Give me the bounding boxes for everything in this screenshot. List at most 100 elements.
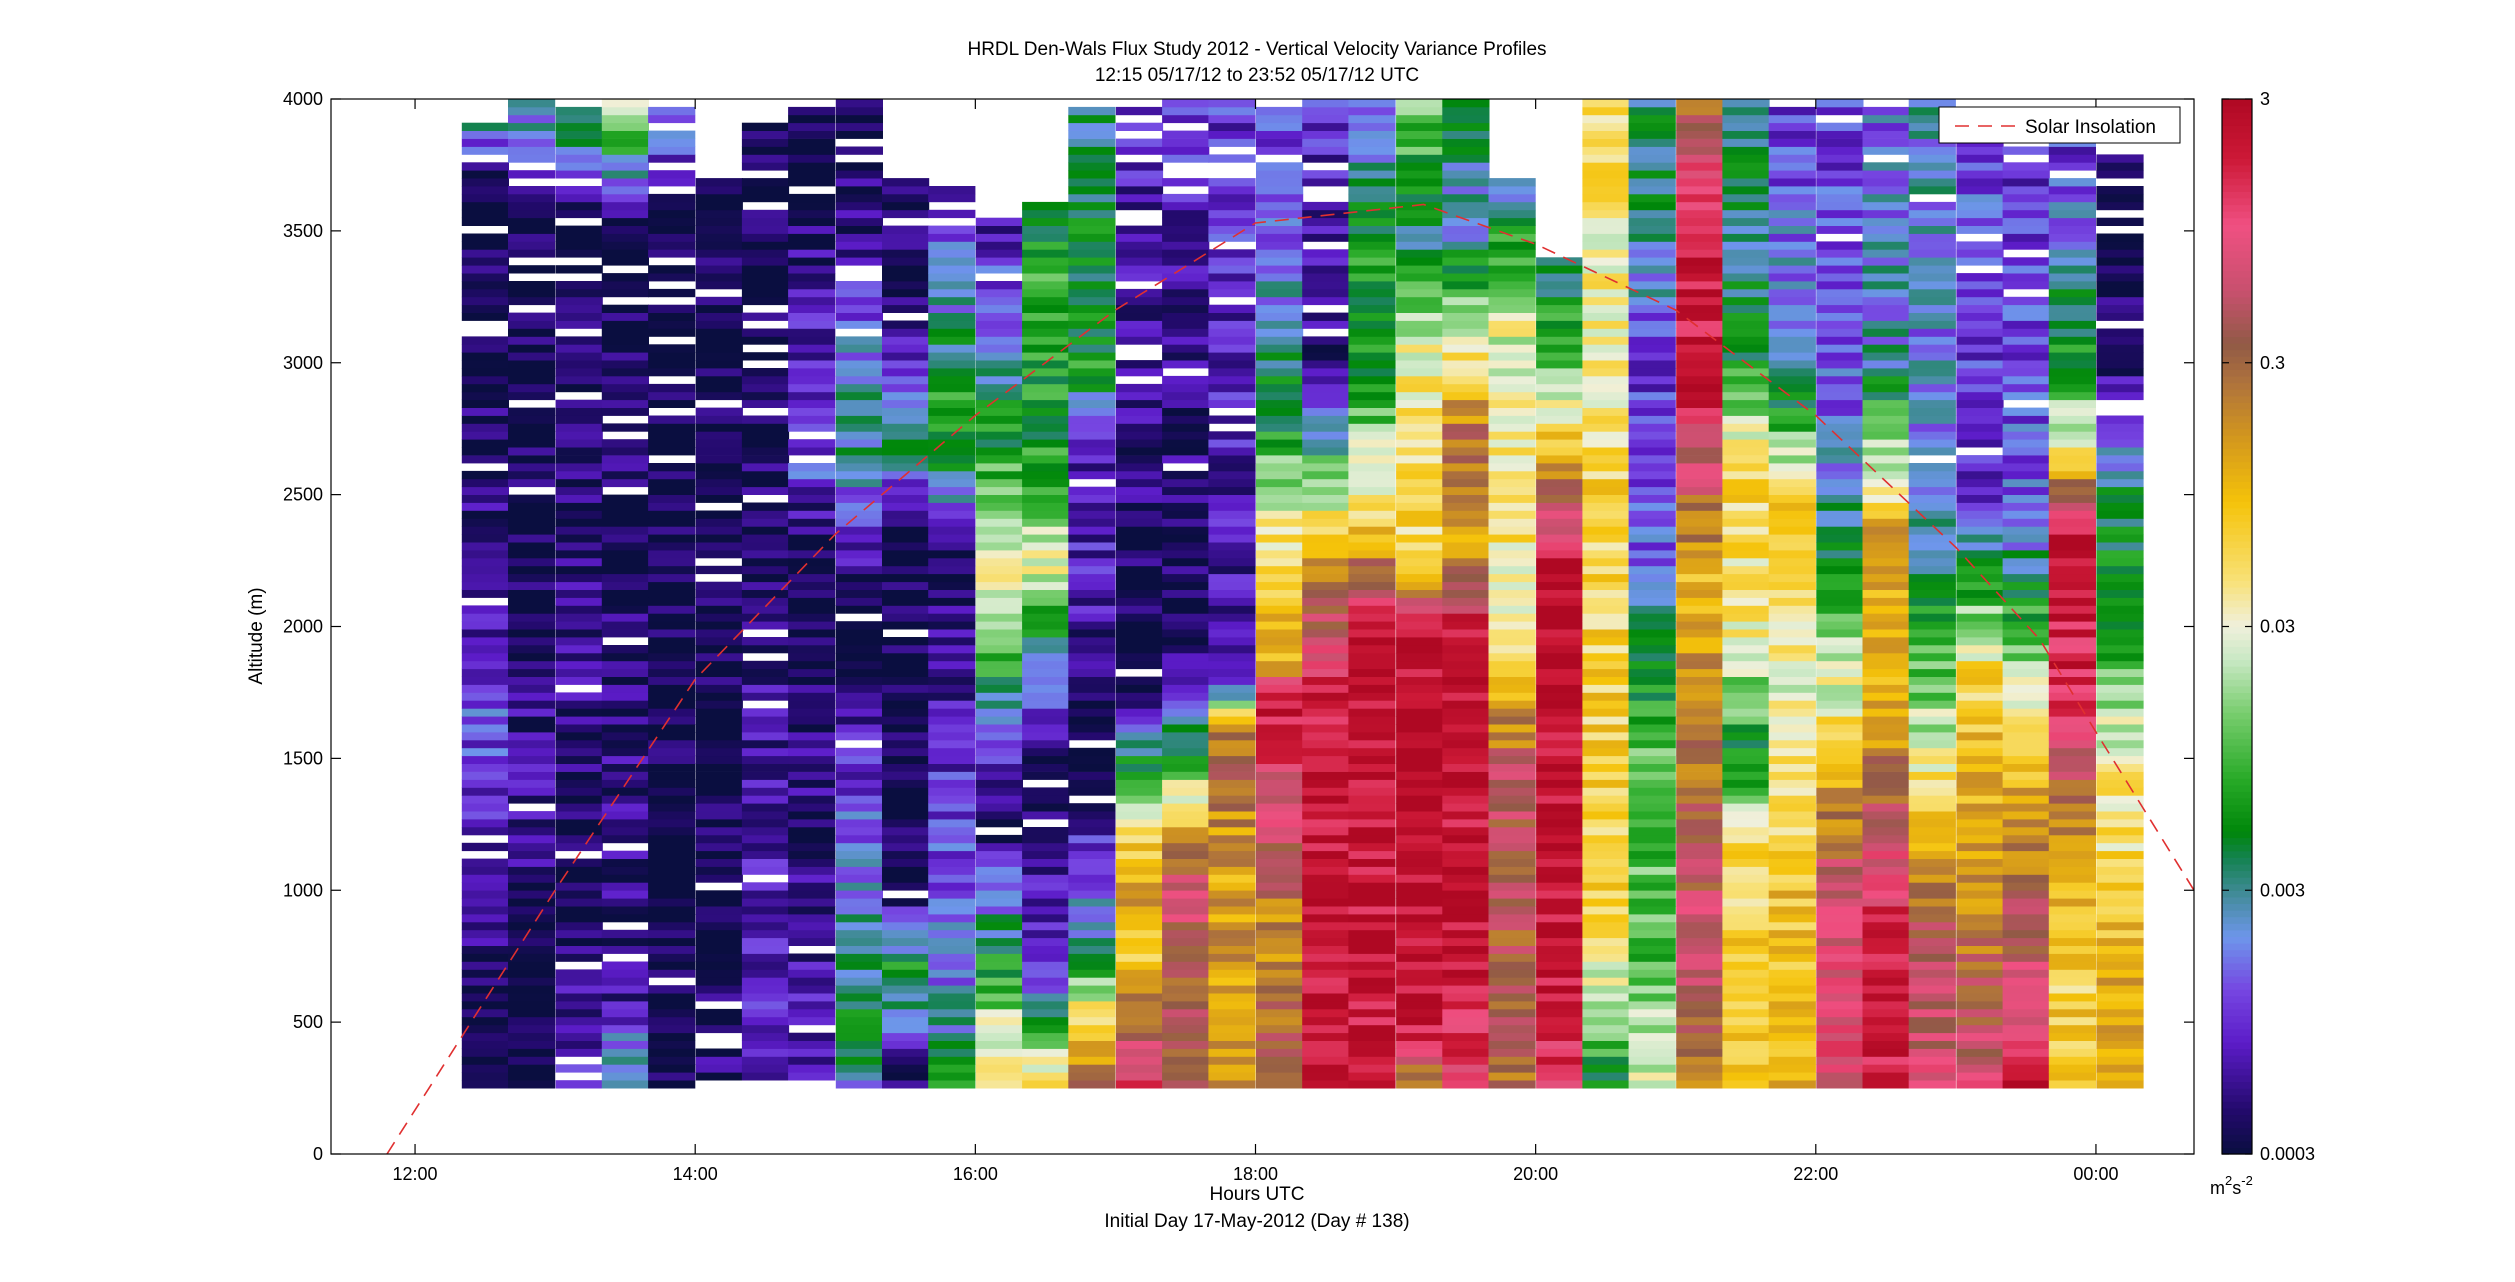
heatmap-cell: [648, 423, 696, 432]
heatmap-cell: [555, 1024, 603, 1034]
heatmap-cell: [1488, 209, 1536, 219]
heatmap-cell: [928, 953, 976, 962]
heatmap-cell: [1908, 320, 1956, 329]
heatmap-cell: [1068, 921, 1116, 931]
heatmap-cell: [1676, 1072, 1724, 1081]
heatmap-cell: [1162, 407, 1210, 416]
heatmap-cell: [1536, 375, 1584, 385]
heatmap-cell: [1068, 985, 1116, 994]
heatmap-cell: [882, 716, 930, 725]
heatmap-cell: [1816, 961, 1864, 970]
heatmap-cell: [835, 217, 883, 226]
colorbar-swatch: [2222, 797, 2252, 806]
heatmap-cell: [648, 415, 696, 424]
colorbar-tick-label: 0.03: [2260, 617, 2295, 637]
heatmap-cell: [1582, 439, 1630, 448]
heatmap-cell: [1956, 692, 2004, 701]
heatmap-cell: [1676, 914, 1724, 923]
heatmap-cell: [2048, 803, 2096, 812]
heatmap-cell: [461, 993, 509, 1002]
heatmap-cell: [1582, 360, 1630, 369]
heatmap-cell: [1442, 510, 1490, 519]
heatmap-cell: [1442, 162, 1490, 171]
heatmap-cell: [1908, 573, 1956, 583]
heatmap-cell: [508, 217, 556, 226]
heatmap-cell: [835, 186, 883, 195]
heatmap-cell: [1768, 684, 1816, 693]
heatmap-cell: [648, 193, 696, 203]
heatmap-cell: [1068, 344, 1116, 353]
heatmap-cell: [1488, 352, 1536, 361]
heatmap-cell: [1722, 557, 1770, 567]
heatmap-cell: [1442, 328, 1490, 337]
heatmap-cell: [1816, 874, 1864, 883]
heatmap-cell: [928, 415, 976, 424]
heatmap-cell: [508, 288, 556, 298]
heatmap-cell: [1816, 288, 1864, 298]
heatmap-cell: [1536, 415, 1584, 424]
heatmap-cell: [1256, 1064, 1304, 1073]
heatmap-cell: [1536, 906, 1584, 915]
heatmap-cell: [601, 724, 649, 733]
heatmap-cell: [882, 573, 930, 583]
heatmap-cell: [1816, 455, 1864, 464]
heatmap-cell: [928, 494, 976, 503]
heatmap-cell: [1442, 1016, 1490, 1026]
heatmap-cell: [695, 961, 743, 970]
heatmap-cell: [1115, 977, 1164, 986]
heatmap-cell: [1162, 953, 1210, 962]
heatmap-cell: [1676, 249, 1724, 258]
heatmap-cell: [1302, 478, 1350, 488]
heatmap-cell: [1676, 209, 1724, 219]
colorbar-tick-label: 0.3: [2260, 353, 2285, 373]
heatmap-cell: [1396, 613, 1444, 622]
heatmap-cell: [1956, 898, 2004, 907]
heatmap-cell: [1628, 368, 1676, 377]
heatmap-cell: [1582, 779, 1630, 788]
heatmap-cell: [1115, 985, 1164, 994]
heatmap-cell: [1162, 217, 1210, 226]
heatmap-cell: [1115, 953, 1164, 962]
heatmap-cell: [2048, 755, 2096, 764]
heatmap-cell: [555, 288, 603, 298]
heatmap-cell: [508, 439, 556, 448]
heatmap-cell: [1348, 447, 1396, 456]
heatmap-cell: [741, 122, 790, 131]
heatmap-cell: [1302, 399, 1350, 408]
heatmap-cell: [1115, 170, 1164, 179]
colorbar-swatch: [2222, 929, 2252, 937]
heatmap-cell: [1208, 945, 1256, 954]
heatmap-cell: [1536, 827, 1584, 836]
heatmap-cell: [648, 1032, 696, 1041]
heatmap-cell: [1256, 407, 1304, 416]
heatmap-cell: [1816, 431, 1864, 440]
heatmap-cell: [1628, 755, 1676, 764]
heatmap-cell: [2048, 953, 2096, 962]
heatmap-cell: [882, 415, 930, 424]
heatmap-cell: [601, 241, 649, 250]
heatmap-cell: [1862, 1048, 1910, 1057]
heatmap-cell: [1488, 581, 1536, 590]
heatmap-cell: [975, 486, 1023, 495]
heatmap-cell: [1816, 122, 1864, 131]
heatmap-cell: [1208, 676, 1256, 685]
colorbar-swatch: [2222, 105, 2252, 113]
heatmap-cell: [1162, 652, 1210, 662]
heatmap-cell: [1676, 985, 1724, 994]
heatmap-cell: [1768, 914, 1816, 923]
heatmap-cell: [1442, 233, 1490, 242]
heatmap-cell: [601, 249, 649, 258]
heatmap-cell: [788, 898, 836, 907]
heatmap-cell: [601, 557, 649, 567]
heatmap-cell: [1256, 328, 1304, 337]
heatmap-cell: [695, 1056, 743, 1065]
heatmap-cell: [1488, 344, 1536, 353]
heatmap-cell: [555, 241, 603, 250]
colorbar-unit: m2s-2: [2210, 1173, 2253, 1198]
heatmap-cell: [1676, 154, 1724, 163]
heatmap-cell: [1816, 1072, 1864, 1081]
heatmap-cell: [1348, 668, 1396, 677]
colorbar-swatch: [2222, 751, 2252, 759]
heatmap-cell: [555, 138, 603, 147]
heatmap-cell: [1536, 304, 1584, 313]
